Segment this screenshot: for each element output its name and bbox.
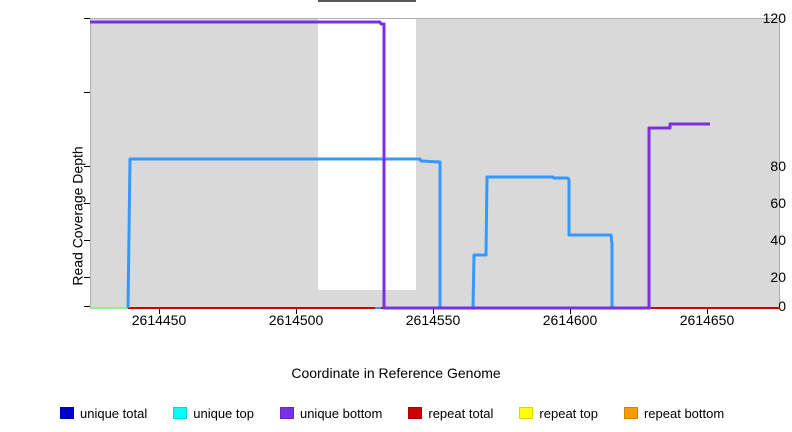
gap-region-topline [318, 0, 416, 2]
legend: unique total unique top unique bottom re… [60, 398, 760, 428]
x-tick-label-2614600: 2614600 [543, 312, 598, 328]
legend-label-repeat-top: repeat top [539, 406, 598, 421]
purple-unique-bottom-step-line [90, 22, 710, 308]
x-tick-label-2614500: 2614500 [269, 312, 324, 328]
legend-item-repeat-top: repeat top [519, 406, 598, 421]
legend-item-unique-top: unique top [173, 406, 254, 421]
legend-swatch-repeat-bottom [624, 407, 638, 419]
legend-label-unique-total: unique total [80, 406, 147, 421]
legend-label-unique-top: unique top [193, 406, 254, 421]
legend-swatch-repeat-top [519, 407, 533, 419]
legend-swatch-unique-total [60, 407, 74, 419]
coverage-depth-lines [90, 18, 780, 308]
legend-swatch-repeat-total [408, 407, 422, 419]
x-axis-title: Coordinate in Reference Genome [291, 365, 500, 381]
legend-item-repeat-total: repeat total [408, 406, 493, 421]
legend-item-unique-total: unique total [60, 406, 147, 421]
x-tick-label-2614550: 2614550 [406, 312, 461, 328]
legend-label-repeat-bottom: repeat bottom [644, 406, 724, 421]
legend-item-repeat-bottom: repeat bottom [624, 406, 724, 421]
legend-item-unique-bottom: unique bottom [280, 406, 382, 421]
x-tick-label-2614450: 2614450 [132, 312, 187, 328]
legend-label-unique-bottom: unique bottom [300, 406, 382, 421]
legend-swatch-unique-top [173, 407, 187, 419]
y-axis-title: Read Coverage Depth [70, 146, 86, 285]
chart-container: Read Coverage Depth Coordinate in Refere… [0, 0, 792, 432]
legend-label-repeat-total: repeat total [428, 406, 493, 421]
blue-coverage-step-line [128, 159, 651, 308]
legend-swatch-unique-bottom [280, 407, 294, 419]
x-tick-label-2614650: 2614650 [680, 312, 735, 328]
